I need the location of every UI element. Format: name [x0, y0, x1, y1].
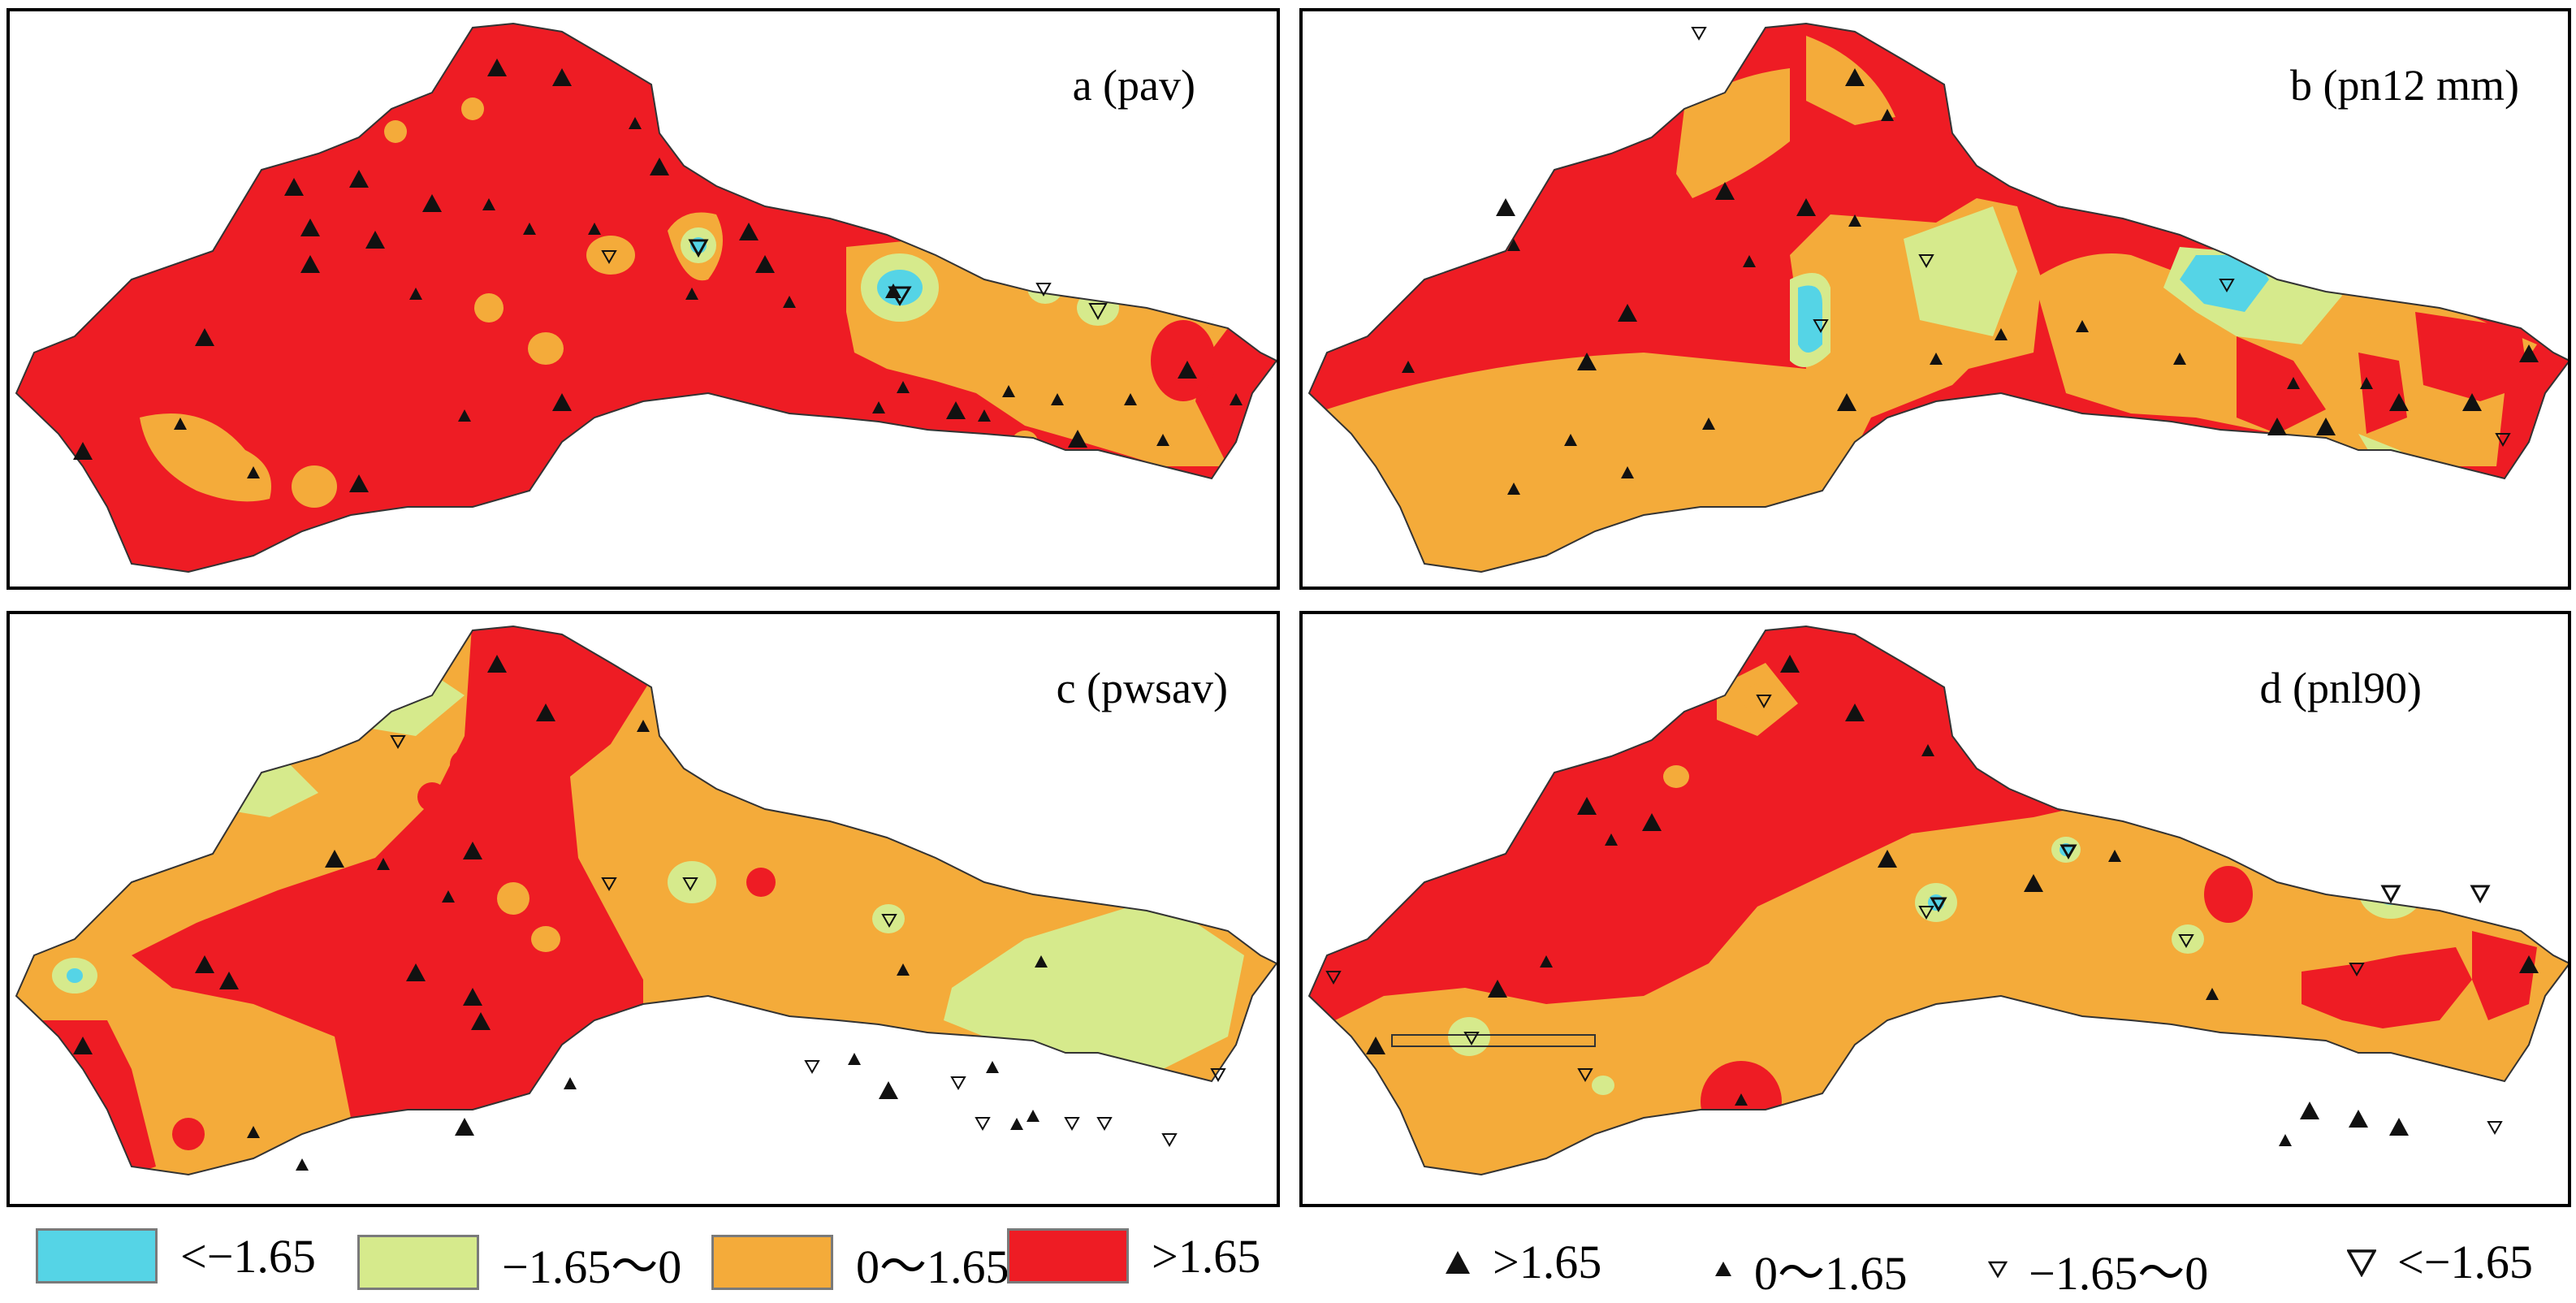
small-hollow-triangle-down-icon: [1988, 1261, 2008, 1279]
map-panel-c: c (pwsav): [6, 611, 1280, 1207]
legend-symbol-1: >1.65: [1444, 1235, 1601, 1289]
legend-symbol-4: <−1.65: [2347, 1235, 2533, 1289]
map-c-svg: [15, 626, 1277, 1175]
legend-fill-4-label: >1.65: [1152, 1229, 1261, 1283]
legend-fill-3-label: 0～1.65: [856, 1240, 1009, 1293]
legend-swatch-orange: [711, 1235, 833, 1290]
legend-swatch-lightgreen: [357, 1235, 479, 1290]
legend-fill-4: >1.65: [1007, 1228, 1260, 1284]
legend: <−1.65 −1.65～0 0～1.65 >1.65 >1.65 0～1.65…: [0, 1228, 2576, 1301]
legend-fill-1-label: <−1.65: [180, 1229, 316, 1283]
large-hollow-triangle-down-icon: [2347, 1249, 2376, 1277]
legend-fill-2: −1.65～0: [357, 1228, 681, 1297]
legend-fill-2-label: −1.65～0: [502, 1240, 682, 1293]
legend-symbol-3: −1.65～0: [1988, 1235, 2208, 1303]
legend-fill-1: <−1.65: [36, 1228, 316, 1284]
panel-title-a: a (pav): [1072, 61, 1195, 110]
panel-title-c: c (pwsav): [1056, 664, 1228, 712]
map-b-svg: [1308, 23, 2568, 573]
map-panel-a: a (pav): [6, 8, 1280, 590]
map-panel-b: b (pn12 mm): [1299, 8, 2571, 590]
panel-title-b: b (pn12 mm): [2290, 61, 2519, 110]
legend-fill-3: 0～1.65: [711, 1228, 1009, 1297]
map-a-svg: [15, 23, 1277, 573]
map-d-svg: [1308, 626, 2568, 1175]
legend-swatch-red: [1007, 1228, 1129, 1284]
legend-swatch-cyan: [36, 1228, 158, 1284]
legend-symbol-2: 0～1.65: [1714, 1235, 1908, 1303]
legend-symbol-3-label: −1.65～0: [2029, 1247, 2209, 1300]
legend-symbol-4-label: <−1.65: [2397, 1236, 2533, 1288]
map-panel-d: d (pnl90): [1299, 611, 2571, 1207]
highlight-box: [1391, 1034, 1596, 1047]
small-filled-triangle-up-icon: [1715, 1262, 1731, 1276]
legend-symbol-1-label: >1.65: [1493, 1236, 1602, 1288]
large-filled-triangle-up-icon: [1446, 1250, 1470, 1274]
panel-title-d: d (pnl90): [2259, 664, 2422, 712]
legend-symbol-2-label: 0～1.65: [1754, 1247, 1908, 1300]
station-symbols-a: [73, 58, 1243, 492]
